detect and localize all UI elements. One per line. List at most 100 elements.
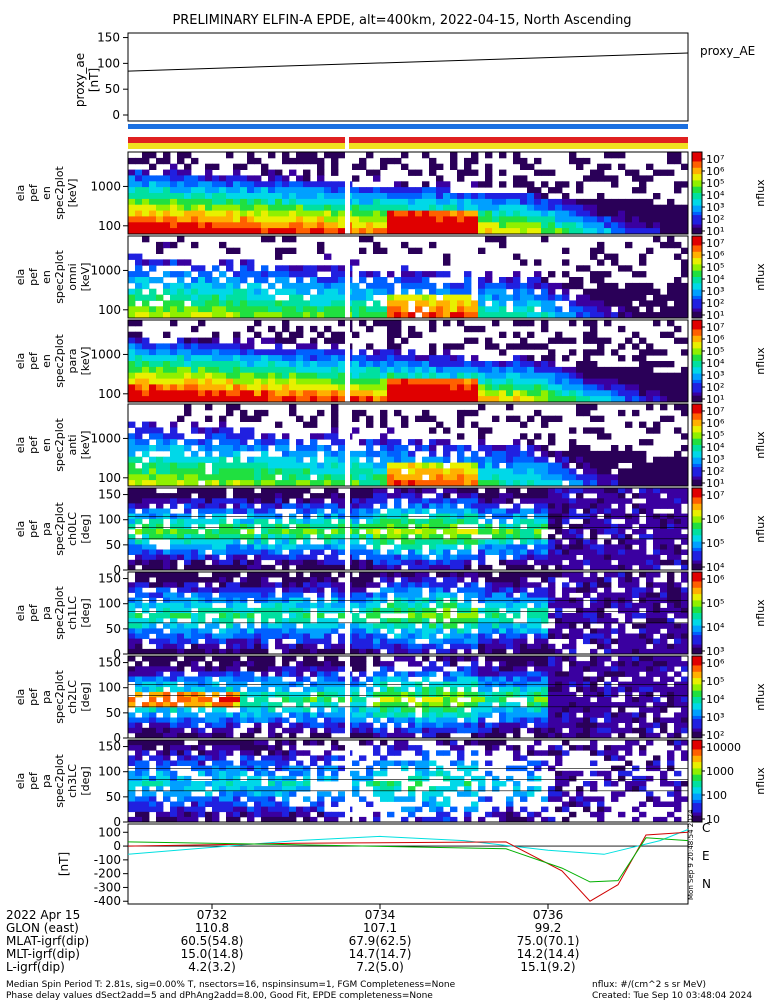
- spec-cell: [499, 628, 507, 634]
- spec-cell: [520, 544, 528, 550]
- spec-cell: [485, 445, 493, 452]
- spec-cell: [604, 390, 612, 397]
- spec-cell: [170, 306, 178, 313]
- spec-cell: [219, 306, 227, 313]
- spec-cell: [576, 163, 584, 170]
- spec-cell: [317, 175, 325, 182]
- spec-cell: [275, 372, 283, 379]
- spec-cell: [240, 433, 248, 440]
- spec-cell: [289, 366, 297, 374]
- spec-cell: [394, 210, 402, 217]
- spec-cell: [499, 498, 507, 504]
- spec-cell: [352, 331, 360, 338]
- spec-cell: [646, 349, 654, 356]
- spec-cell: [156, 396, 164, 403]
- spec-cell: [331, 554, 339, 561]
- spec-cell: [450, 366, 458, 374]
- spec-cell: [296, 450, 304, 458]
- spec-cell: [254, 508, 262, 514]
- spec-cell: [674, 450, 682, 458]
- spec-cell: [310, 349, 318, 356]
- spec-gap: [345, 320, 350, 402]
- spec-cell: [135, 513, 143, 520]
- spec-cell: [254, 638, 262, 645]
- spec-cell: [275, 529, 283, 535]
- spec-cell: [681, 534, 689, 540]
- spec-cell: [380, 474, 388, 481]
- colorbar-tick-label: 10³: [706, 369, 724, 382]
- spec-cell: [338, 312, 346, 319]
- spec-cell: [149, 355, 157, 362]
- spec-cell: [338, 198, 346, 206]
- spec-cell: [275, 539, 283, 545]
- spec-cell: [653, 288, 661, 295]
- spec-cell: [296, 152, 304, 159]
- spec-cell: [205, 633, 213, 639]
- spec-cell: [352, 577, 360, 583]
- spec-cell: [590, 372, 598, 379]
- spec-cell: [296, 181, 304, 188]
- spec-cell: [296, 198, 304, 206]
- colorbar-tick-label: 10⁵: [706, 177, 724, 190]
- spec-cell: [191, 587, 199, 593]
- spec-cell: [268, 493, 276, 499]
- spec-cell: [471, 390, 479, 397]
- spec-cell: [408, 462, 416, 469]
- spec-ylabel: [keV]: [79, 263, 92, 292]
- spec-cell: [422, 554, 430, 561]
- spec-cell: [177, 445, 185, 452]
- spec-cell: [394, 643, 402, 650]
- spec-cell: [681, 204, 689, 211]
- spec-cell: [625, 456, 633, 463]
- spec-cell: [177, 539, 185, 545]
- spec-cell: [338, 508, 346, 514]
- spec-cell: [569, 306, 577, 313]
- spec-cell: [282, 439, 290, 446]
- spec-cell: [478, 456, 486, 463]
- colorbar-segment: [692, 152, 702, 156]
- spec-cell: [191, 633, 199, 639]
- spec-cell: [149, 378, 157, 385]
- spec-cell: [233, 312, 241, 319]
- spec-cell: [380, 320, 388, 327]
- spec-cell: [240, 361, 248, 368]
- spec-cell: [184, 259, 192, 266]
- spec-cell: [282, 384, 290, 391]
- spec-cell: [268, 607, 276, 614]
- spec-cell: [296, 638, 304, 645]
- spec-cell: [506, 343, 514, 350]
- spec-frame: [127, 235, 689, 319]
- spec-cell: [338, 216, 346, 223]
- spec-cell: [198, 456, 206, 463]
- spec-cell: [149, 181, 157, 188]
- spec-cell: [282, 628, 290, 634]
- spec-cell: [632, 372, 640, 379]
- spec-cell: [632, 175, 640, 182]
- spec-cell: [485, 529, 493, 535]
- spec-cell: [135, 343, 143, 350]
- spec-cell: [170, 613, 178, 619]
- spec-cell: [156, 210, 164, 217]
- spec-cell: [611, 210, 619, 217]
- spec-cell: [625, 228, 633, 235]
- spec-cell: [198, 613, 206, 619]
- spec-cell: [611, 462, 619, 469]
- spec-cell: [331, 628, 339, 634]
- spec-cell: [261, 372, 269, 379]
- spec-cell: [366, 607, 374, 614]
- spec-cell: [660, 241, 668, 249]
- spec-cell: [548, 361, 556, 368]
- spec-cell: [492, 508, 500, 514]
- spec-cell: [415, 247, 423, 254]
- spec-cell: [415, 331, 423, 338]
- spec-cell: [247, 544, 255, 550]
- spec-cell: [541, 456, 549, 463]
- colorbar-segment: [692, 519, 702, 524]
- spec-cell: [674, 513, 682, 520]
- spec-cell: [681, 559, 689, 566]
- spec-cell: [387, 355, 395, 362]
- spec-cell: [408, 222, 416, 229]
- spec-cell: [527, 372, 535, 379]
- spec-cell: [639, 259, 647, 266]
- spec-cell: [681, 288, 689, 295]
